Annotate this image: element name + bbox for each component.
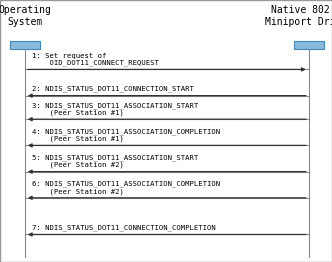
Text: 2: NDIS_STATUS_DOT11_CONNECTION_START: 2: NDIS_STATUS_DOT11_CONNECTION_START xyxy=(32,86,194,92)
Text: Operating
System: Operating System xyxy=(0,5,51,27)
Bar xyxy=(294,41,324,49)
Text: 1: Set request of
    OID_DOT11_CONNECT_REQUEST: 1: Set request of OID_DOT11_CONNECT_REQU… xyxy=(32,53,158,66)
Text: Native 802.11
Miniport Driver: Native 802.11 Miniport Driver xyxy=(265,5,332,27)
Bar xyxy=(10,41,40,49)
Text: 4: NDIS_STATUS_DOT11_ASSOCIATION_COMPLETION
    (Peer Station #1): 4: NDIS_STATUS_DOT11_ASSOCIATION_COMPLET… xyxy=(32,128,220,142)
Text: 7: NDIS_STATUS_DOT11_CONNECTION_COMPLETION: 7: NDIS_STATUS_DOT11_CONNECTION_COMPLETI… xyxy=(32,225,215,231)
Text: 6: NDIS_STATUS_DOT11_ASSOCIATION_COMPLETION
    (Peer Station #2): 6: NDIS_STATUS_DOT11_ASSOCIATION_COMPLET… xyxy=(32,181,220,195)
Text: 3: NDIS_STATUS_DOT11_ASSOCIATION_START
    (Peer Station #1): 3: NDIS_STATUS_DOT11_ASSOCIATION_START (… xyxy=(32,102,198,116)
Text: 5: NDIS_STATUS_DOT11_ASSOCIATION_START
    (Peer Station #2): 5: NDIS_STATUS_DOT11_ASSOCIATION_START (… xyxy=(32,154,198,168)
